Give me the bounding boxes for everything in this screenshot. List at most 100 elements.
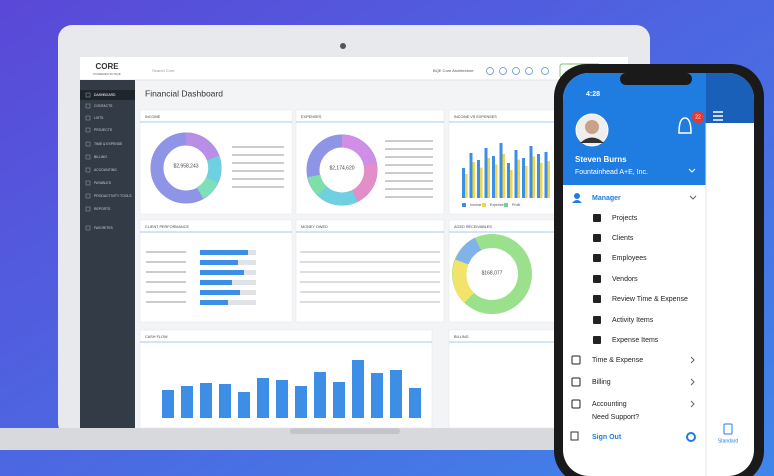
sidebar-item[interactable]: PRODUCTIVITY TOOLS: [94, 194, 132, 198]
legend: Expense: [490, 203, 504, 207]
account[interactable]: BQE Core Architecture: [433, 68, 474, 73]
bar: [544, 152, 548, 198]
sidebar-icon: [85, 206, 91, 212]
user-name: Steven Burns: [575, 155, 627, 164]
bar: [480, 167, 483, 198]
bar: [517, 159, 520, 198]
sidebar-icon: [85, 127, 91, 133]
sidebar-item[interactable]: FAVORITES: [94, 226, 114, 230]
menu-icon: [571, 377, 581, 387]
bar: [200, 270, 244, 275]
bar: [409, 388, 421, 418]
menu-icon: [593, 295, 601, 303]
bar: [522, 158, 525, 198]
menu-section[interactable]: Manager: [592, 195, 621, 202]
row: [300, 301, 440, 303]
bar: [510, 170, 513, 198]
row: [300, 261, 440, 263]
sidebar-icon: [85, 154, 91, 160]
chevron: [690, 400, 695, 408]
bar: [462, 168, 465, 198]
row: [300, 271, 440, 273]
sidebar-item[interactable]: BILLING: [94, 155, 107, 159]
donut-center: $168,077: [482, 270, 503, 276]
card-title: EXPENSES: [301, 115, 322, 119]
bar: [200, 383, 212, 418]
card-title: CASH FLOW: [145, 335, 168, 339]
tab[interactable]: Standard: [718, 438, 739, 444]
card-title: AGED RECEIVABLES: [454, 225, 492, 229]
bar: [238, 392, 250, 418]
bar: [495, 164, 498, 198]
row: [146, 291, 186, 293]
card-title: CLIENT PERFORMANCE: [145, 225, 189, 229]
bar: [200, 300, 228, 305]
sidebar-icon: [85, 167, 91, 173]
sidebar-item[interactable]: CONTACTS: [94, 104, 113, 108]
menu-item[interactable]: Activity Items: [612, 317, 654, 324]
bar: [529, 146, 533, 198]
company[interactable]: Fountainhead A+E, Inc.: [575, 169, 648, 176]
sidebar-icon: [85, 115, 91, 121]
bar: [469, 153, 473, 198]
menu-icon: [571, 355, 581, 365]
bar: [514, 150, 518, 198]
sidebar-item[interactable]: PROJECTS: [94, 128, 113, 132]
sidebar-item[interactable]: DASHBOARD: [94, 93, 116, 97]
chevron: [690, 356, 695, 364]
sidebar-item[interactable]: ACCOUNTING: [94, 168, 117, 172]
donut-center: $2,174,620: [329, 165, 354, 171]
sign-out[interactable]: Sign Out: [592, 434, 622, 441]
bar: [333, 382, 345, 418]
page-title: Financial Dashboard: [145, 88, 223, 98]
bar: [219, 384, 231, 418]
card-title: BILLING: [454, 335, 469, 339]
menu-item[interactable]: Review Time & Expense: [612, 296, 688, 303]
laptop-base: [0, 428, 662, 450]
badge: 22: [695, 114, 701, 120]
menu-item[interactable]: Clients: [612, 235, 634, 242]
menu-icon: [593, 336, 601, 344]
bar: [537, 154, 540, 198]
bar: [200, 260, 238, 265]
bar: [352, 360, 364, 418]
sidebar: [80, 80, 135, 428]
bar: [162, 390, 174, 418]
bar: [371, 373, 383, 418]
bar: [314, 372, 326, 418]
bar: [492, 156, 495, 198]
menu-item[interactable]: Vendors: [612, 276, 638, 283]
card-title: INCOME: [145, 115, 161, 119]
sidebar-icon: [85, 193, 91, 199]
logo: CORE: [95, 62, 119, 71]
bar: [295, 386, 307, 418]
card: [448, 329, 562, 429]
sidebar-icon: [85, 103, 91, 109]
logo-sub: POWERED BY BQE: [93, 72, 120, 76]
status-time: 4:28: [586, 91, 600, 98]
sidebar-icon: [85, 180, 91, 186]
bar: [507, 163, 510, 198]
bar: [390, 370, 402, 418]
sidebar-item[interactable]: REPORTS: [94, 207, 111, 211]
menu-item[interactable]: Expense Items: [612, 337, 659, 344]
search[interactable]: Search Core: [152, 68, 175, 73]
menu-item[interactable]: Employees: [612, 255, 647, 262]
card-title: MONEY OWED: [301, 225, 328, 229]
sidebar-icon: [85, 225, 91, 231]
support[interactable]: Need Support?: [592, 414, 639, 421]
sidebar-item[interactable]: LISTS: [94, 116, 104, 120]
menu-icon: [571, 399, 581, 409]
bar: [477, 160, 480, 198]
menu-group[interactable]: Accounting: [592, 401, 627, 408]
sidebar-item[interactable]: PAYABLES: [94, 181, 112, 185]
sidebar-icon: [85, 92, 91, 98]
menu-item[interactable]: Projects: [612, 215, 638, 222]
bar: [200, 280, 232, 285]
menu-group[interactable]: Time & Expense: [592, 357, 643, 364]
bar: [181, 386, 193, 418]
menu-group[interactable]: Billing: [592, 379, 611, 386]
sidebar-item[interactable]: TIME & EXPENSE: [94, 142, 123, 146]
legend: Income: [470, 203, 482, 207]
